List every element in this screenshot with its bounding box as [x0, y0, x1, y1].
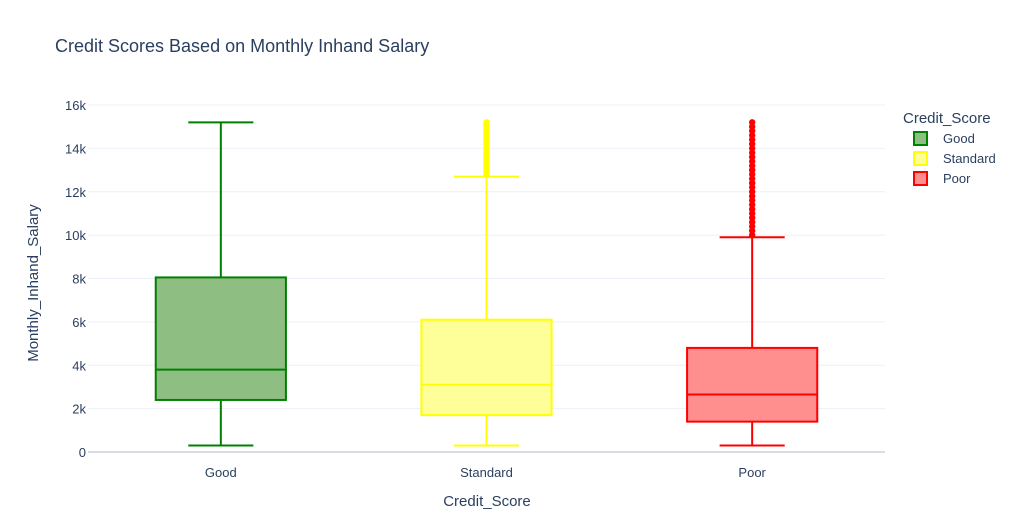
- x-tick-label: Good: [205, 465, 237, 480]
- y-tick-label: 4k: [72, 358, 86, 373]
- legend-label: Standard: [943, 151, 996, 166]
- y-tick-label: 12k: [65, 185, 86, 200]
- y-tick-label: 16k: [65, 98, 86, 113]
- y-tick-label: 14k: [65, 141, 86, 156]
- iqr-box: [420, 318, 553, 417]
- legend-label: Poor: [943, 171, 971, 186]
- y-tick-label: 10k: [65, 228, 86, 243]
- x-tick-label: Poor: [738, 465, 766, 480]
- box-poor: [686, 119, 819, 447]
- iqr-box: [154, 276, 287, 401]
- x-axis-ticks: Good Standard Poor: [205, 465, 767, 480]
- y-tick-label: 8k: [72, 272, 86, 287]
- outlier-point: [483, 119, 490, 126]
- y-tick-label: 0: [79, 445, 86, 460]
- legend-item-good: Good: [913, 131, 975, 146]
- y-axis-ticks: 0 2k 4k 6k 8k 10k 12k 14k 16k: [65, 98, 86, 460]
- chart-title: Credit Scores Based on Monthly Inhand Sa…: [55, 36, 429, 56]
- iqr-box: [686, 346, 819, 423]
- x-axis-label: Credit_Score: [443, 493, 531, 510]
- legend-swatch: [913, 171, 928, 186]
- legend-swatch: [913, 151, 928, 166]
- y-tick-label: 2k: [72, 402, 86, 417]
- legend-title: Credit_Score: [903, 110, 991, 127]
- y-axis-label: Monthly_Inhand_Salary: [25, 204, 42, 362]
- y-tick-label: 6k: [72, 315, 86, 330]
- legend-item-standard: Standard: [913, 151, 996, 166]
- box-standard: [420, 119, 553, 447]
- box-good: [154, 121, 287, 447]
- legend: Credit_Score Good Standard Poor: [903, 110, 996, 186]
- boxes: [154, 119, 819, 447]
- outlier-point: [748, 119, 756, 126]
- legend-label: Good: [943, 131, 975, 146]
- legend-swatch: [913, 131, 928, 146]
- legend-item-poor: Poor: [913, 171, 971, 186]
- x-tick-label: Standard: [460, 465, 513, 480]
